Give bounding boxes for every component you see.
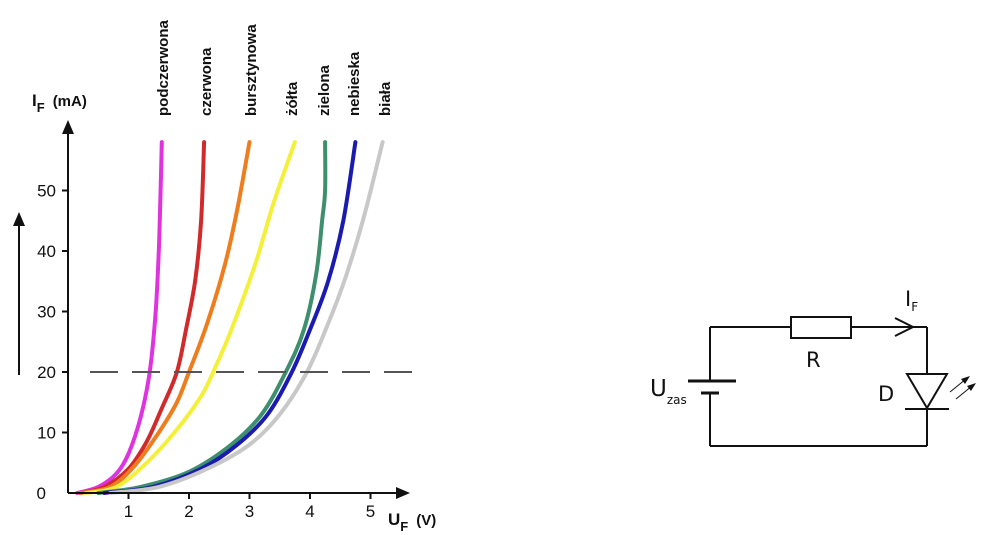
label-zielona: zielona: [316, 64, 333, 116]
y-axis-title-unit: (mA): [53, 93, 87, 110]
curve-7: [108, 140, 385, 495]
x-axis-arrow-icon: [396, 487, 410, 499]
circuit-source-label: Uzas: [650, 376, 687, 407]
diode-icon: [905, 373, 949, 410]
curve-6: [102, 140, 358, 495]
x-tick-label: 4: [305, 502, 314, 521]
circuit-source-main: U: [650, 376, 667, 402]
circuit-diagram: [688, 316, 976, 447]
y-tick-label: 10: [37, 424, 56, 443]
y-axis-title-sub: F: [37, 100, 45, 115]
circuit-source-sub: zas: [667, 393, 687, 407]
label-biala: biała: [377, 81, 394, 116]
y-tick-label: 50: [37, 182, 56, 201]
curve-3: [78, 140, 252, 495]
y-tick-label: 0: [37, 484, 46, 503]
x-tick-label: 2: [184, 502, 193, 521]
label-nebieska: nebieska: [346, 51, 363, 116]
y-axis-title: IF (mA): [32, 91, 87, 115]
label-bursztynowa: bursztynowa: [243, 24, 260, 116]
circuit-resistor-label: R: [806, 348, 821, 372]
y-tick-label: 40: [37, 242, 56, 261]
y-tick-label: 20: [37, 363, 56, 382]
curves-group: [75, 140, 385, 495]
x-axis-title-sub: F: [400, 519, 408, 534]
curve-4: [84, 140, 297, 495]
x-axis-title-main: U: [388, 510, 400, 529]
label-zolta: żółta: [284, 81, 301, 116]
light-ray-2-icon: [967, 383, 976, 391]
resistor: [790, 316, 852, 339]
circuit-current-label: IF: [905, 287, 918, 314]
y-tick-label: 30: [37, 303, 56, 322]
y-axis-arrow-icon: [62, 120, 74, 134]
circuit-current-sub: F: [911, 300, 918, 314]
label-czerwona: czerwona: [198, 47, 215, 116]
x-axis-title: UF (V): [388, 510, 436, 534]
x-axis-title-unit: (V): [416, 512, 436, 529]
current-arrow-icon: [894, 317, 916, 337]
increase-arrow-icon: [13, 212, 25, 226]
y-axis-title-main: I: [32, 91, 37, 110]
x-tick-label: 1: [124, 502, 133, 521]
x-tick-label: 5: [366, 502, 375, 521]
label-podczerwona: podczerwona: [155, 19, 172, 116]
curve-1: [75, 140, 164, 495]
circuit-diode-label: D: [878, 382, 894, 406]
curve-2: [78, 140, 207, 495]
light-ray-1-icon: [961, 376, 970, 384]
x-tick-label: 3: [245, 502, 254, 521]
circuit-current-main: I: [905, 287, 911, 311]
